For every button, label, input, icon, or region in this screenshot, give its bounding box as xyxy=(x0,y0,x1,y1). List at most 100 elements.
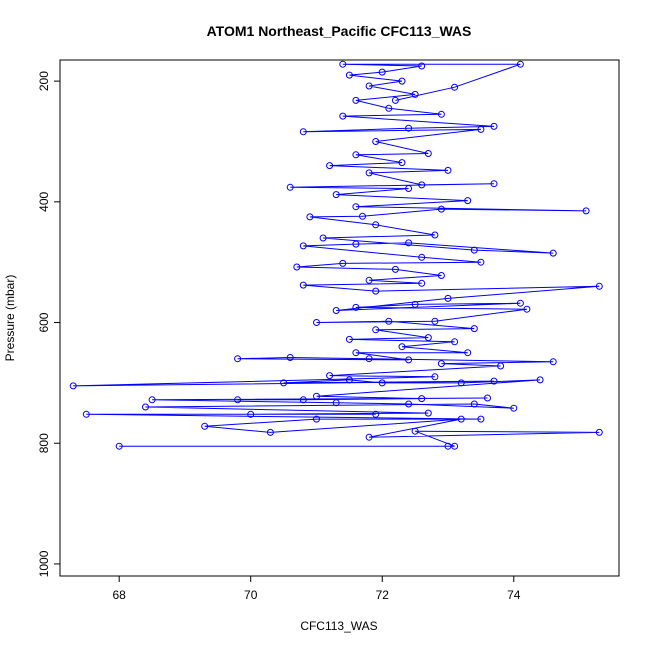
data-point xyxy=(549,358,557,366)
data-point xyxy=(457,415,465,423)
data-point xyxy=(69,382,77,390)
data-point xyxy=(352,96,360,104)
data-point xyxy=(345,335,353,343)
data-point xyxy=(523,305,531,313)
data-point xyxy=(418,181,426,189)
y-tick-label: 400 xyxy=(37,191,51,211)
data-point xyxy=(424,409,432,417)
data-point xyxy=(451,442,459,450)
data-point xyxy=(247,410,255,418)
data-point xyxy=(431,317,439,325)
data-point xyxy=(464,349,472,357)
data-point xyxy=(444,442,452,450)
data-point xyxy=(234,396,242,404)
data-point xyxy=(457,379,465,387)
data-point xyxy=(234,355,242,363)
y-tick-label: 1000 xyxy=(37,550,51,577)
data-point xyxy=(418,62,426,70)
data-point xyxy=(470,246,478,254)
data-point xyxy=(424,334,432,342)
data-point xyxy=(115,442,123,450)
data-point xyxy=(319,234,327,242)
y-tick-label: 600 xyxy=(37,312,51,332)
data-point xyxy=(490,377,498,385)
x-tick-label: 68 xyxy=(113,588,127,602)
data-point xyxy=(339,112,347,120)
data-point xyxy=(536,376,544,384)
data-point xyxy=(299,128,307,136)
data-point xyxy=(595,282,603,290)
data-point xyxy=(352,151,360,159)
data-point xyxy=(286,354,294,361)
data-point xyxy=(464,197,472,205)
data-point xyxy=(405,185,413,192)
data-point xyxy=(148,396,156,404)
data-point xyxy=(451,83,459,91)
data-point xyxy=(411,427,419,435)
data-point xyxy=(418,279,426,287)
x-tick-label: 74 xyxy=(507,588,521,602)
data-point xyxy=(385,317,393,325)
data-point xyxy=(352,303,360,311)
data-point xyxy=(365,169,373,177)
data-point xyxy=(398,77,406,85)
data-point xyxy=(266,428,274,436)
data-point xyxy=(378,68,386,76)
data-point xyxy=(332,399,340,407)
data-point xyxy=(306,213,314,221)
data-point xyxy=(490,122,498,130)
data-point xyxy=(345,376,353,384)
y-tick-label: 800 xyxy=(37,433,51,453)
data-point xyxy=(477,415,485,423)
data-point xyxy=(582,207,590,215)
data-point xyxy=(424,150,432,157)
data-point xyxy=(299,396,307,404)
data-point xyxy=(595,428,603,436)
data-point xyxy=(391,96,399,104)
data-point xyxy=(339,259,347,267)
data-point xyxy=(418,395,426,403)
data-point xyxy=(201,422,209,430)
data-point xyxy=(398,159,406,167)
data-point xyxy=(470,400,478,408)
data-point xyxy=(372,221,380,229)
data-point xyxy=(332,191,340,199)
y-axis-label: Pressure (mbar) xyxy=(3,275,17,362)
data-point xyxy=(82,410,90,418)
data-point xyxy=(490,180,498,188)
data-point xyxy=(477,258,485,266)
data-point xyxy=(313,415,320,423)
data-point xyxy=(365,433,373,441)
data-point xyxy=(286,183,294,191)
data-point xyxy=(372,287,380,295)
data-point xyxy=(332,307,340,314)
data-point xyxy=(313,392,320,400)
data-point xyxy=(339,60,347,68)
data-point xyxy=(431,231,439,239)
data-point xyxy=(477,125,485,133)
data-point xyxy=(280,379,288,387)
data-point xyxy=(549,249,557,257)
x-tick-label: 70 xyxy=(244,588,258,602)
data-point xyxy=(385,104,393,112)
data-point xyxy=(437,110,445,118)
data-point xyxy=(142,403,149,411)
data-point xyxy=(484,394,491,402)
data-point xyxy=(326,162,334,170)
data-point xyxy=(352,203,360,211)
data-point xyxy=(411,300,419,308)
data-point xyxy=(405,239,413,247)
data-point xyxy=(293,263,301,271)
data-point xyxy=(365,276,373,284)
data-point xyxy=(365,355,373,363)
data-point xyxy=(437,360,445,368)
data-point xyxy=(437,272,445,279)
data-point xyxy=(299,281,307,289)
data-point xyxy=(398,343,406,351)
x-axis-label: CFC113_WAS xyxy=(300,619,377,633)
data-point xyxy=(359,212,366,220)
data-point xyxy=(431,373,439,381)
data-point xyxy=(391,265,399,273)
